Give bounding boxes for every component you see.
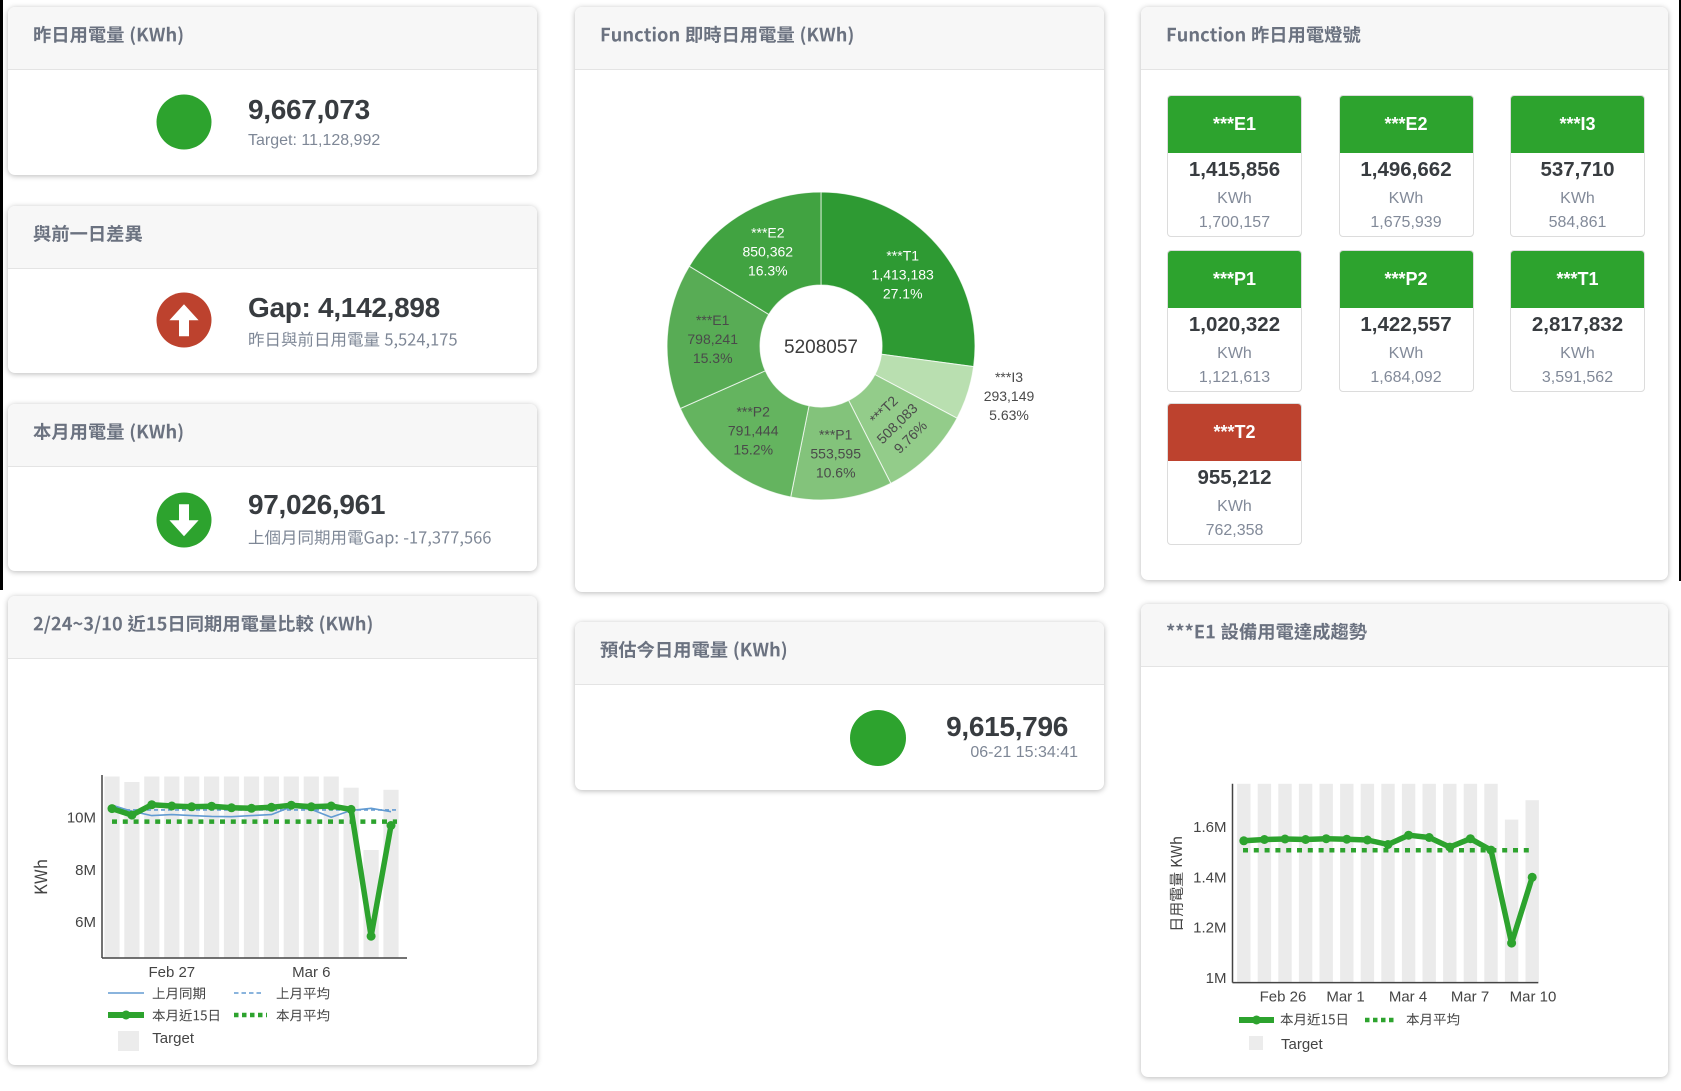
svg-text:850,362: 850,362 xyxy=(742,244,793,260)
svg-text:791,444: 791,444 xyxy=(728,423,779,439)
svg-text:Mar 4: Mar 4 xyxy=(1389,989,1427,1006)
svg-text:16.3%: 16.3% xyxy=(748,263,788,279)
svg-text:27.1%: 27.1% xyxy=(883,286,923,302)
svg-text:Feb 26: Feb 26 xyxy=(1260,989,1307,1006)
svg-text:Mar 1: Mar 1 xyxy=(1326,989,1364,1006)
svg-text:10.6%: 10.6% xyxy=(816,465,856,481)
svg-text:Mar 6: Mar 6 xyxy=(292,964,330,981)
svg-text:***P1: ***P1 xyxy=(819,427,853,443)
svg-text:10M: 10M xyxy=(67,810,96,827)
svg-text:1M: 1M xyxy=(1206,970,1227,987)
svg-text:***E1: ***E1 xyxy=(696,312,730,328)
svg-text:***P2: ***P2 xyxy=(736,404,770,420)
svg-text:553,595: 553,595 xyxy=(810,446,861,462)
svg-text:***I3: ***I3 xyxy=(995,369,1023,385)
svg-text:798,241: 798,241 xyxy=(687,331,738,347)
svg-text:5208057: 5208057 xyxy=(784,337,858,358)
svg-text:1,413,183: 1,413,183 xyxy=(872,267,934,283)
svg-text:6M: 6M xyxy=(75,914,96,931)
svg-text:293,149: 293,149 xyxy=(984,388,1035,404)
svg-text:Feb 27: Feb 27 xyxy=(148,964,195,981)
svg-text:***T1: ***T1 xyxy=(886,248,919,264)
svg-text:15.2%: 15.2% xyxy=(733,442,773,458)
svg-text:8M: 8M xyxy=(75,862,96,879)
svg-text:5.63%: 5.63% xyxy=(989,407,1029,423)
svg-text:***E2: ***E2 xyxy=(751,225,785,241)
svg-text:1.6M: 1.6M xyxy=(1193,819,1226,836)
svg-text:1.4M: 1.4M xyxy=(1193,869,1226,886)
svg-text:Mar 10: Mar 10 xyxy=(1510,989,1557,1006)
svg-text:1.2M: 1.2M xyxy=(1193,920,1226,937)
svg-text:Mar 7: Mar 7 xyxy=(1451,989,1489,1006)
svg-text:15.3%: 15.3% xyxy=(693,350,733,366)
